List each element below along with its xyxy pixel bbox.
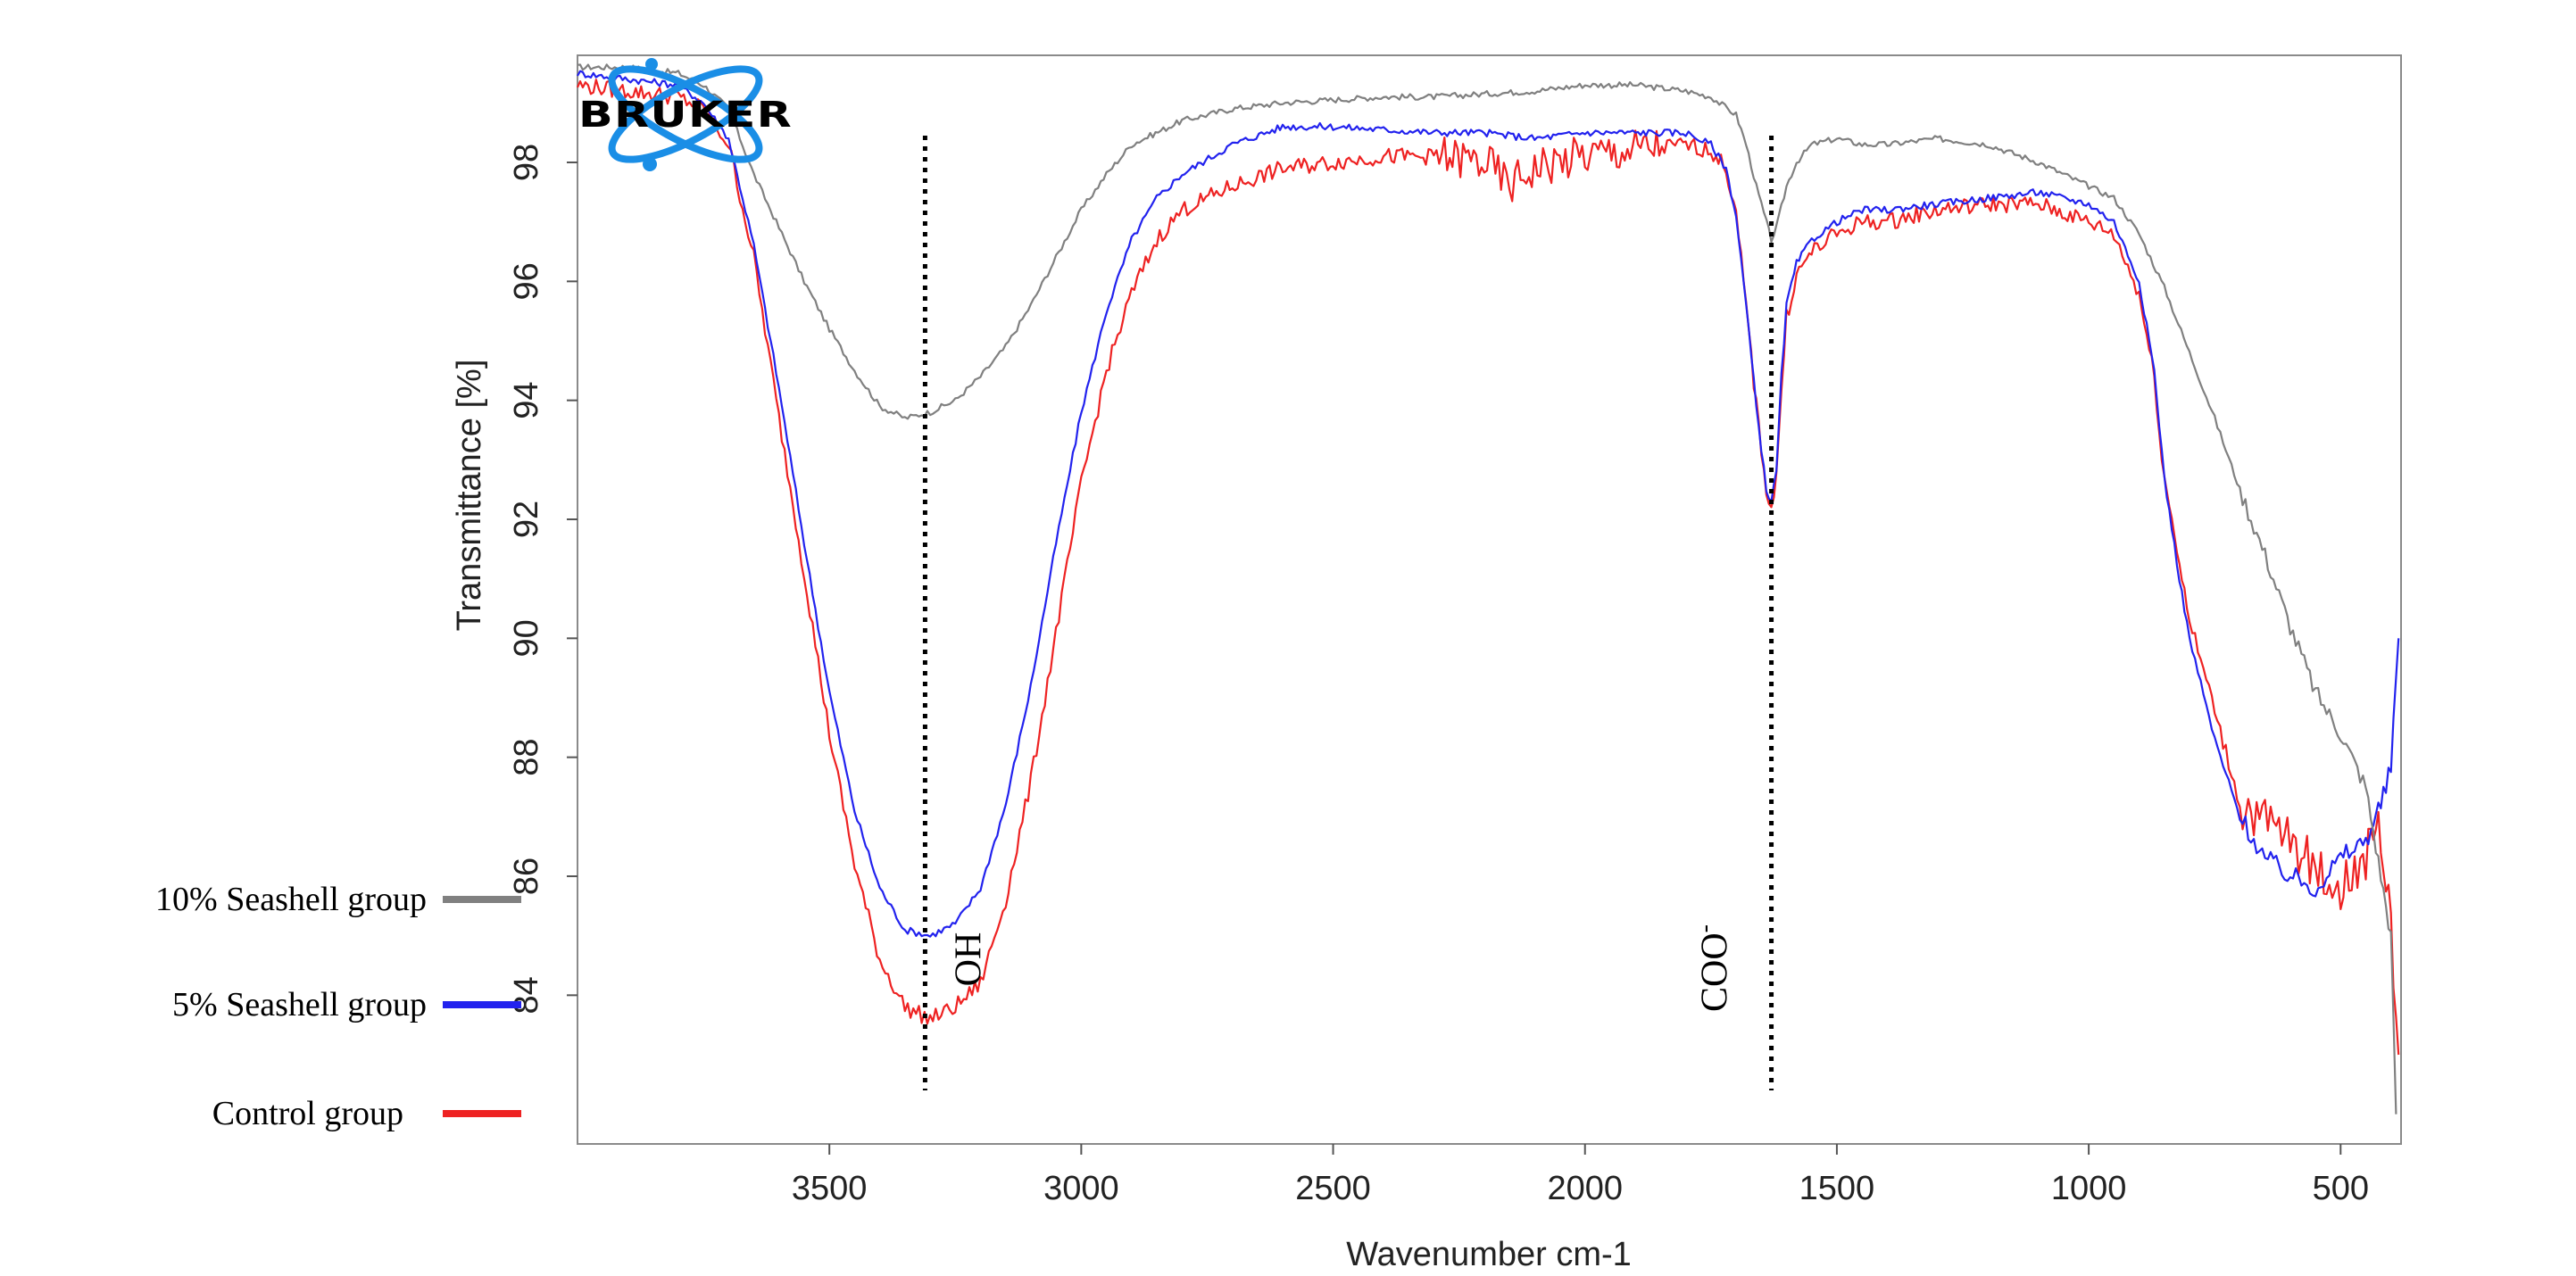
y-axis: 84 86 88 90 92 94 96 98 — [508, 144, 578, 1014]
bruker-logo: BRUKER — [578, 58, 793, 171]
x-axis-title: Wavenumber cm-1 — [1346, 1236, 1632, 1273]
legend: 10% Seashell group 5% Seashell group Contr… — [155, 881, 521, 1132]
logo-text: BRUKER — [578, 95, 793, 136]
series-line-10-seashell-group — [577, 63, 2397, 1114]
x-tick-label: 2500 — [1295, 1170, 1371, 1207]
y-tick-label: 92 — [508, 501, 545, 538]
x-tick-label: 1500 — [1799, 1170, 1875, 1207]
legend-label: 5% Seashell group — [172, 986, 427, 1023]
y-tick-label: 86 — [508, 858, 545, 895]
logo-orbit-2 — [608, 65, 763, 163]
x-tick-label: 500 — [2313, 1170, 2369, 1207]
annotation-label: COO- — [1691, 924, 1736, 1012]
series-line-5-seashell-group — [577, 70, 2400, 938]
y-tick-label: 98 — [508, 144, 545, 181]
annotation-label-text: COO — [1695, 932, 1736, 1012]
annotation-label-text: OH — [948, 932, 989, 987]
x-tick-label: 3000 — [1043, 1170, 1119, 1207]
annotation-label: OH — [948, 932, 989, 987]
annotation-superscript: - — [1691, 924, 1719, 932]
x-axis: 3500 3000 2500 2000 1500 1000 500 — [792, 1144, 2369, 1207]
y-tick-label: 90 — [508, 619, 545, 657]
plot-frame — [577, 54, 2402, 1145]
logo-electron — [643, 157, 657, 171]
series-layer — [576, 63, 2400, 1114]
y-axis-title: Transmittance [%] — [451, 360, 488, 632]
legend-label: Control group — [212, 1095, 403, 1132]
logo-orbit-1 — [608, 65, 763, 163]
x-tick-label: 2000 — [1547, 1170, 1623, 1207]
y-tick-label: 88 — [508, 739, 545, 776]
annotation-layer: OH COO- — [922, 136, 1774, 1090]
legend-label: 10% Seashell group — [155, 881, 427, 918]
y-tick-label: 84 — [508, 976, 545, 1014]
series-line-control-group — [576, 79, 2400, 1056]
x-tick-label: 1000 — [2051, 1170, 2127, 1207]
y-tick-label: 96 — [508, 262, 545, 300]
y-tick-label: 94 — [508, 382, 545, 419]
logo-electron-2 — [645, 58, 658, 70]
x-tick-label: 3500 — [792, 1170, 868, 1207]
